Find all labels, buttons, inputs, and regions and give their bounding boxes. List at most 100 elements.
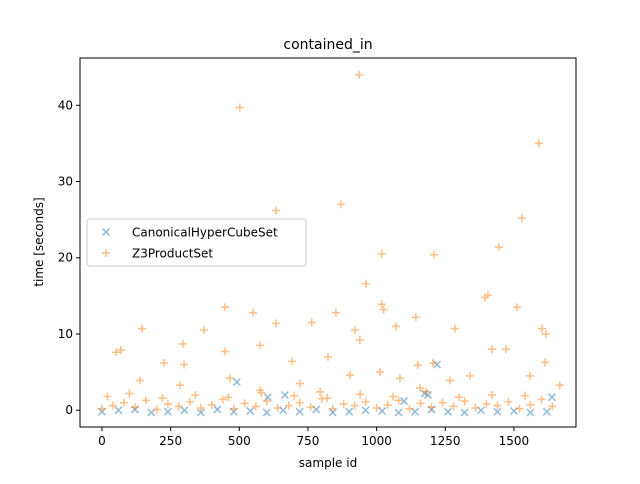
point xyxy=(345,407,354,416)
point xyxy=(229,404,238,413)
point xyxy=(350,401,359,410)
point xyxy=(317,394,326,403)
point xyxy=(290,391,299,400)
point xyxy=(501,345,510,354)
series xyxy=(97,70,564,414)
point xyxy=(460,408,469,417)
point xyxy=(97,404,106,413)
point xyxy=(493,407,502,416)
point xyxy=(526,400,535,409)
point xyxy=(262,397,271,406)
point xyxy=(328,404,337,413)
point xyxy=(125,389,134,398)
point xyxy=(196,403,205,412)
point xyxy=(540,358,549,367)
point xyxy=(323,394,332,403)
point xyxy=(178,339,187,348)
point xyxy=(537,324,546,333)
point xyxy=(213,405,222,414)
plot-frame xyxy=(79,57,577,428)
point xyxy=(430,250,439,259)
y-tick-label: 20 xyxy=(58,251,73,265)
point xyxy=(135,376,144,385)
point xyxy=(520,391,529,400)
point xyxy=(480,293,489,302)
point xyxy=(152,405,161,414)
point xyxy=(114,406,123,415)
point xyxy=(196,408,205,417)
x-tick-label: 500 xyxy=(228,434,251,448)
point xyxy=(103,392,112,401)
point xyxy=(547,393,556,402)
point xyxy=(271,206,280,215)
point xyxy=(116,345,125,354)
point xyxy=(512,303,521,312)
point xyxy=(449,402,458,411)
point xyxy=(416,384,425,393)
point xyxy=(138,324,147,333)
point xyxy=(389,392,398,401)
point xyxy=(221,303,230,312)
point xyxy=(541,329,550,338)
point xyxy=(175,381,184,390)
point xyxy=(433,360,442,369)
point xyxy=(295,398,304,407)
point xyxy=(163,400,172,409)
point xyxy=(284,401,293,410)
y-tick-label: 0 xyxy=(65,403,73,417)
point xyxy=(455,393,464,402)
point xyxy=(249,308,258,317)
point xyxy=(504,397,513,406)
point xyxy=(273,403,282,412)
point xyxy=(163,407,172,416)
legend-marker xyxy=(102,249,110,257)
point xyxy=(416,399,425,408)
point xyxy=(482,400,491,409)
point xyxy=(525,371,534,380)
chart-title: contained_in xyxy=(283,37,372,53)
point xyxy=(542,407,551,416)
point xyxy=(207,400,216,409)
point xyxy=(130,403,139,412)
x-tick-label: 1250 xyxy=(430,434,461,448)
point xyxy=(361,279,370,288)
point xyxy=(394,396,403,405)
point xyxy=(548,402,557,411)
point xyxy=(515,404,524,413)
point xyxy=(316,387,325,396)
point xyxy=(377,300,386,309)
point xyxy=(379,305,388,314)
x-tick-label: 1500 xyxy=(499,434,530,448)
point xyxy=(494,243,503,252)
point xyxy=(555,381,564,390)
point xyxy=(413,361,422,370)
point xyxy=(295,379,304,388)
point xyxy=(111,348,120,357)
x-tick-label: 250 xyxy=(159,434,182,448)
point xyxy=(295,407,304,416)
point xyxy=(331,308,340,317)
point xyxy=(280,390,289,400)
point xyxy=(420,389,429,398)
point xyxy=(471,403,480,412)
point xyxy=(232,377,241,387)
point xyxy=(450,324,459,333)
y-tick-label: 10 xyxy=(58,327,73,341)
y-tick-label: 40 xyxy=(58,98,73,112)
point xyxy=(221,347,230,356)
point xyxy=(361,406,370,415)
point xyxy=(180,406,189,415)
point xyxy=(108,401,117,410)
point xyxy=(199,326,208,335)
point xyxy=(356,390,365,399)
point xyxy=(383,400,392,409)
point xyxy=(460,397,469,406)
point xyxy=(180,360,189,369)
point xyxy=(372,403,381,412)
point xyxy=(119,398,128,407)
point xyxy=(361,397,370,406)
point xyxy=(487,345,496,354)
point xyxy=(158,394,167,403)
x-axis-label: sample id xyxy=(299,456,357,470)
point xyxy=(534,139,543,148)
